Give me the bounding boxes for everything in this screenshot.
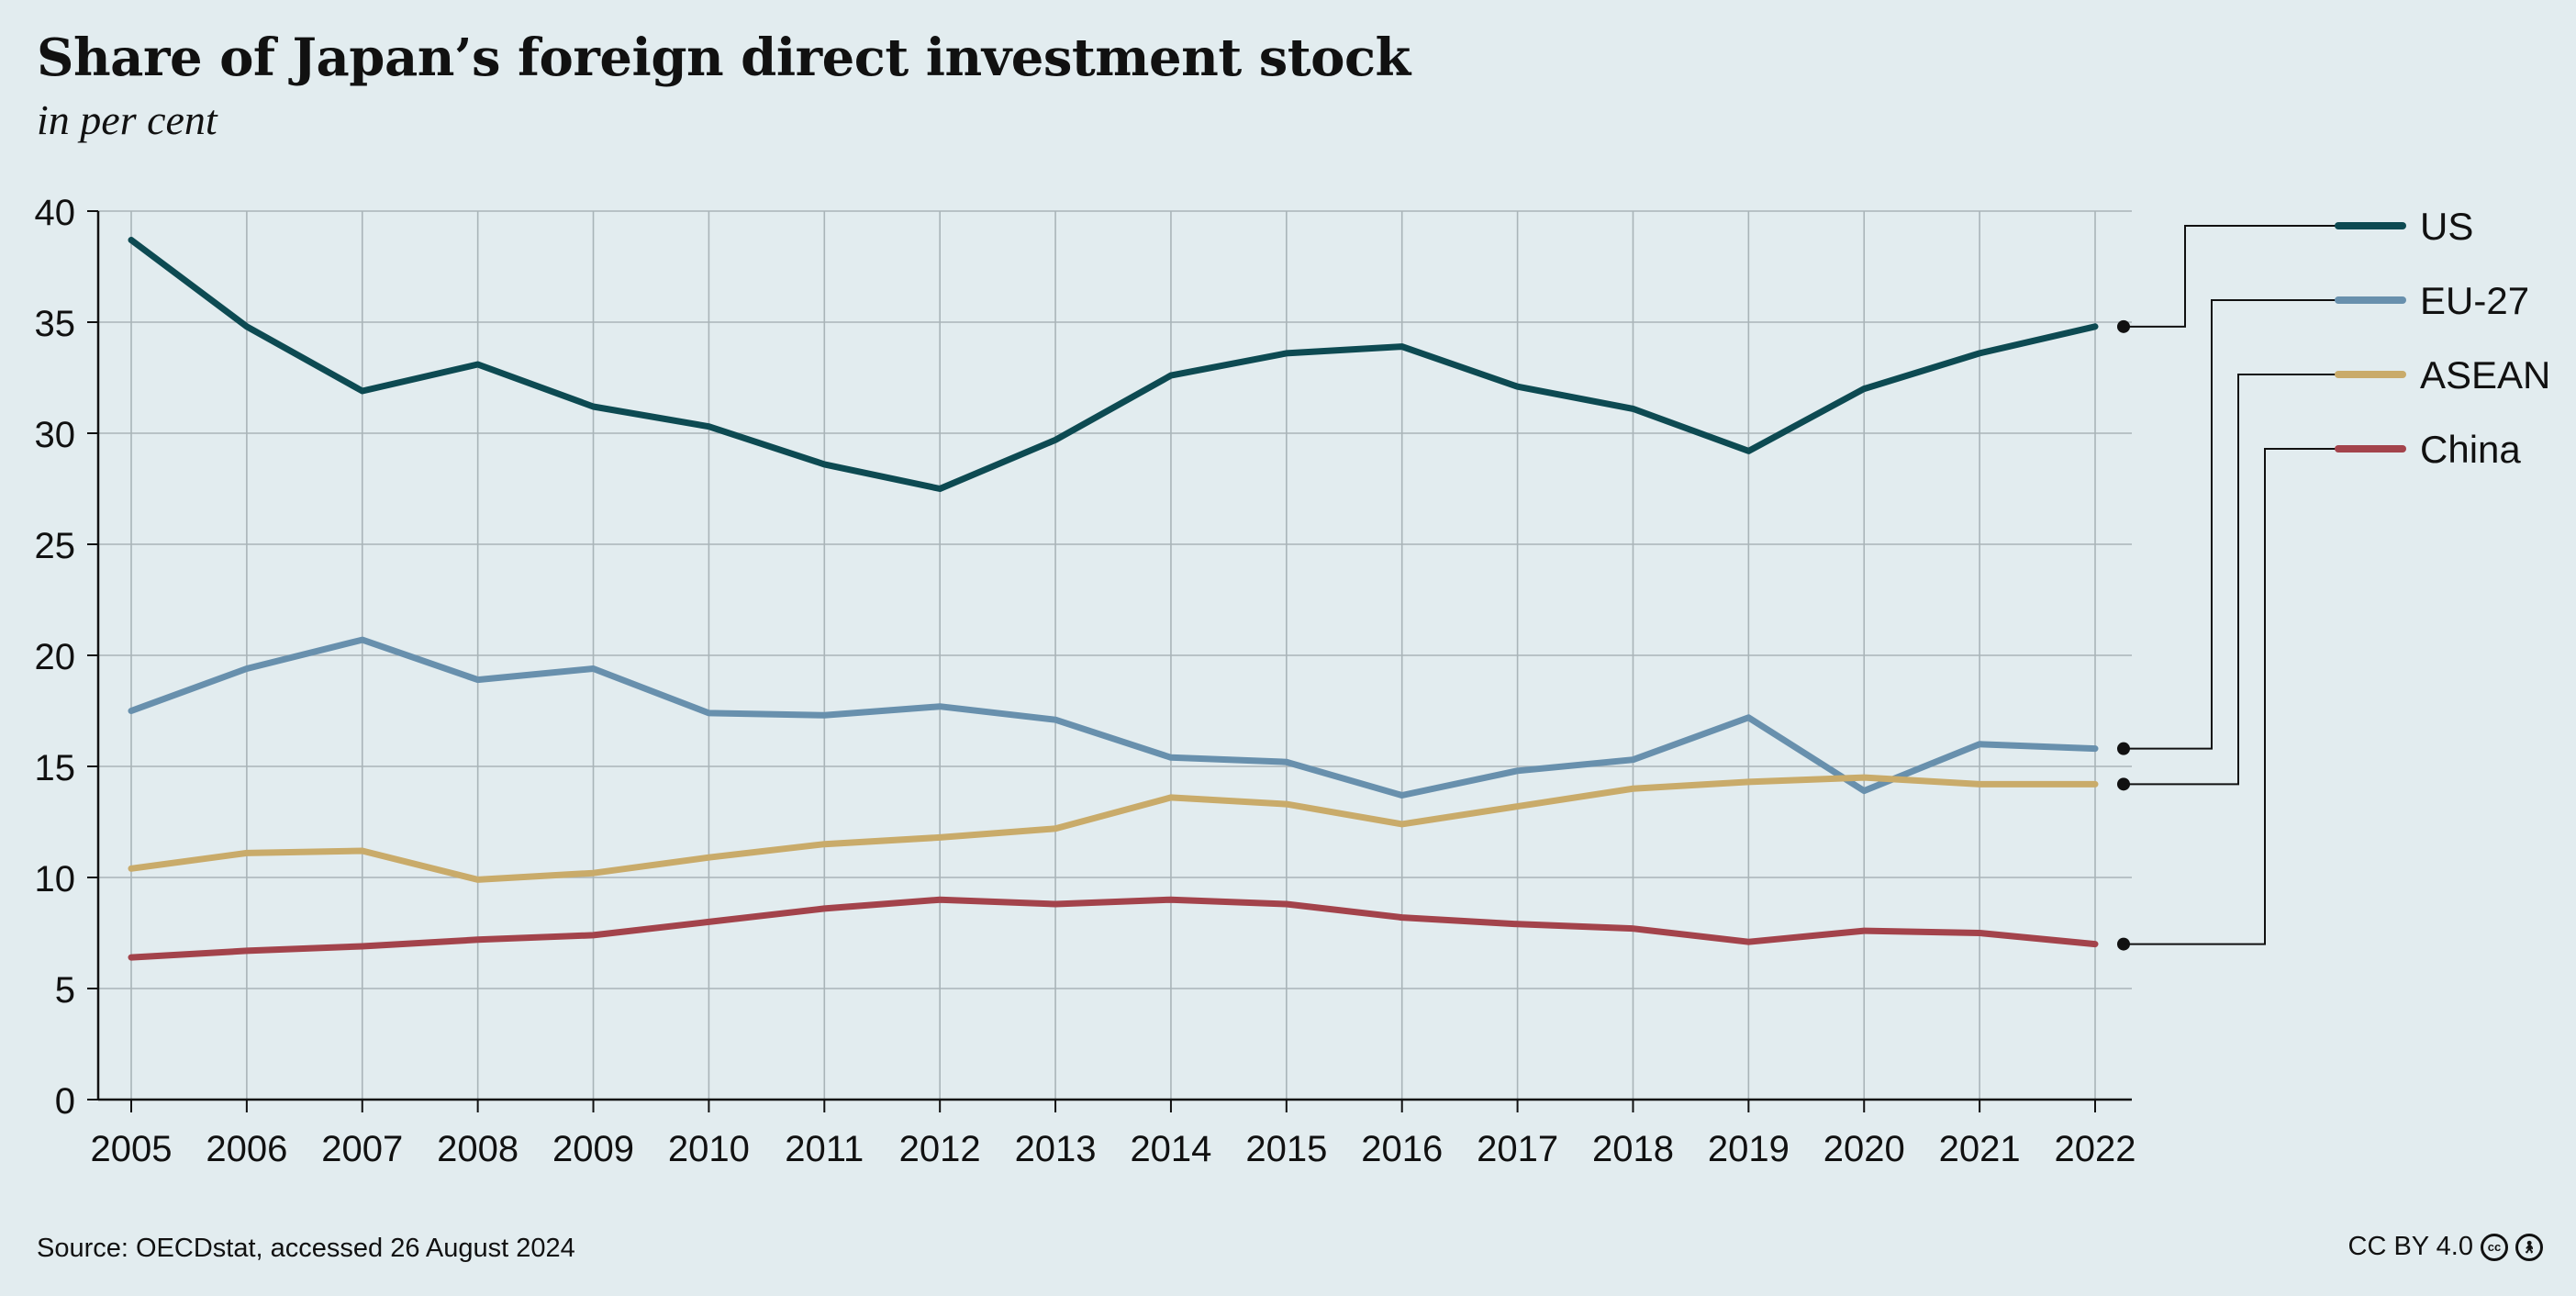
- chart-title: Share of Japan’s foreign direct investme…: [37, 28, 1411, 88]
- y-tick-label: 5: [55, 970, 75, 1011]
- legend-leader-line: [2124, 448, 2336, 945]
- legend-leader-line: [2124, 374, 2336, 786]
- x-tick-label: 2013: [1015, 1129, 1097, 1169]
- series-line-china: [128, 896, 2099, 961]
- legend-leader-line: [2124, 225, 2336, 328]
- grid-lines: [98, 210, 2132, 1100]
- legend-label: EU-27: [2420, 279, 2529, 322]
- legend-label: China: [2420, 428, 2521, 471]
- source-note: Source: OECDstat, accessed 26 August 202…: [37, 1234, 575, 1263]
- legend-leader-lines: [2117, 225, 2336, 951]
- legend-label: US: [2420, 205, 2473, 248]
- x-tick-label: 2006: [206, 1129, 287, 1169]
- series-line-asean: [128, 774, 2099, 883]
- y-tick-label: 15: [35, 748, 76, 788]
- legend-label: ASEAN: [2420, 353, 2550, 397]
- attribution-icon: 🚶︎: [2515, 1233, 2543, 1261]
- series-line-us: [128, 237, 2099, 492]
- x-tick-label: 2018: [1592, 1129, 1674, 1169]
- y-tick-label: 0: [55, 1081, 75, 1122]
- legend: US EU-27 ASEAN China: [2335, 205, 2550, 471]
- x-tick-label: 2009: [552, 1129, 634, 1169]
- x-tick-label: 2019: [1708, 1129, 1790, 1169]
- x-tick-label: 2017: [1477, 1129, 1558, 1169]
- y-tick-label: 20: [35, 637, 76, 677]
- license-label: CC BY 4.0: [2347, 1232, 2473, 1261]
- chart-subtitle: in per cent: [37, 96, 217, 143]
- x-tick-label: 2016: [1361, 1129, 1443, 1169]
- series-line-eu-27: [128, 636, 2099, 799]
- y-tick-label: 40: [35, 193, 76, 233]
- x-tick-label: 2008: [437, 1129, 519, 1169]
- x-tick-label: 2022: [2055, 1129, 2136, 1169]
- y-tick-label: 10: [35, 859, 76, 899]
- y-tick-label: 35: [35, 304, 76, 344]
- legend-leader-line: [2124, 299, 2336, 750]
- y-tick-label: 25: [35, 526, 76, 566]
- x-tick-label: 2010: [668, 1129, 750, 1169]
- license-note: CC BY 4.0 cc 🚶︎: [2348, 1232, 2543, 1262]
- axes: 0 5 10 15 20 25 30 35 40 2005 2006 2007 2008 2009 2010…: [35, 193, 2136, 1169]
- cc-icon: cc: [2481, 1233, 2508, 1261]
- x-tick-label: 2012: [899, 1129, 981, 1169]
- y-tick-label: 30: [35, 415, 76, 455]
- x-tick-label: 2011: [785, 1129, 864, 1169]
- x-tick-label: 2015: [1245, 1129, 1327, 1169]
- x-tick-label: 2007: [321, 1129, 403, 1169]
- x-tick-label: 2020: [1823, 1129, 1905, 1169]
- series-lines: [128, 237, 2099, 961]
- x-tick-label: 2014: [1130, 1129, 1211, 1169]
- x-tick-label: 2005: [91, 1129, 173, 1169]
- x-tick-label: 2021: [1939, 1129, 2021, 1169]
